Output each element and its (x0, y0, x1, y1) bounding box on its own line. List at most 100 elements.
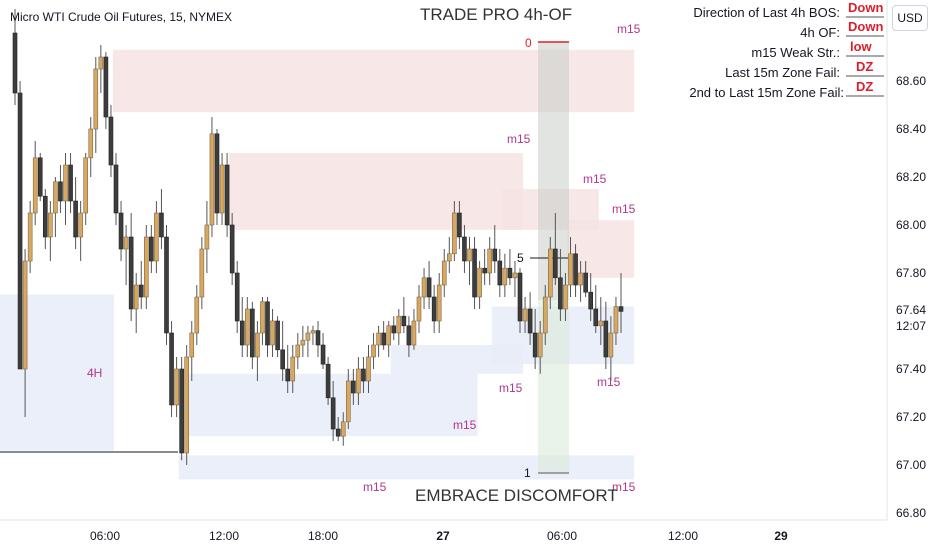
candle-body-47 (250, 308, 255, 358)
candle-90 (467, 237, 472, 285)
candle-76 (396, 309, 402, 345)
candle-body-66 (345, 380, 351, 423)
candle-body-54 (285, 368, 291, 382)
candle-body-55 (290, 356, 296, 382)
candle-15 (88, 117, 94, 177)
candle-108 (558, 249, 563, 321)
candle-0 (12, 9, 18, 105)
candle-100 (517, 268, 523, 333)
price-tick-3: 68.00 (896, 218, 926, 232)
candle-body-35 (189, 332, 195, 358)
candle-body-92 (477, 267, 482, 298)
candle-67 (351, 369, 356, 405)
candle-body-2 (22, 260, 28, 370)
candle-3 (27, 201, 33, 273)
time-axis[interactable]: 06:00 12:00 18:00 27 06:00 12:00 29 (90, 529, 788, 543)
candle-body-112 (578, 272, 583, 286)
candle-body-27 (149, 236, 154, 262)
candle-body-69 (361, 368, 366, 382)
candle-59 (310, 325, 316, 345)
candle-body-70 (366, 356, 371, 382)
candle-18 (103, 52, 109, 129)
candle-97 (502, 253, 508, 297)
candle-body-117 (603, 320, 609, 358)
candle-body-83 (431, 296, 437, 322)
candle-body-41 (219, 164, 225, 214)
candle-116 (598, 297, 604, 345)
candle-body-5 (37, 157, 43, 197)
candle-body-74 (386, 325, 392, 346)
candle-body-29 (159, 212, 164, 238)
symbol-title: Micro WTI Crude Oil Futures, 15, NYMEX (10, 10, 232, 24)
candle-49 (260, 297, 265, 345)
candle-body-100 (517, 272, 523, 322)
candle-11 (68, 153, 73, 213)
price-tick-0: 68.60 (896, 74, 926, 88)
candle-86 (446, 237, 452, 273)
candle-body-76 (396, 315, 402, 334)
candle-body-64 (335, 428, 341, 437)
candle-119 (613, 297, 619, 345)
candle-body-114 (588, 291, 594, 310)
candle-21 (118, 201, 124, 261)
candle-body-85 (441, 260, 447, 286)
candle-66 (345, 369, 351, 429)
candle-body-6 (42, 195, 48, 238)
candle-body-91 (472, 248, 477, 298)
candle-body-23 (128, 236, 134, 310)
candle-body-118 (608, 332, 614, 358)
price-tick-5: 67.40 (896, 362, 926, 376)
projection-lower-box (538, 300, 569, 473)
candle-61 (320, 333, 326, 369)
candle-112 (578, 261, 583, 302)
candle-26 (144, 225, 149, 309)
candle-52 (275, 316, 280, 357)
candle-38 (204, 201, 210, 273)
candle-body-8 (53, 181, 58, 214)
candle-body-53 (280, 349, 285, 370)
candle-7 (48, 201, 53, 261)
candle-body-82 (426, 277, 432, 298)
candle-103 (532, 309, 538, 369)
candle-44 (234, 261, 240, 333)
candle-body-13 (78, 212, 83, 238)
candle-29 (159, 189, 164, 249)
candle-5 (37, 153, 43, 201)
candle-body-71 (371, 344, 376, 358)
candle-80 (416, 285, 422, 333)
candle-57 (300, 325, 306, 357)
candles-layer (12, 9, 624, 465)
info-value-of: Down (848, 19, 883, 34)
candle-75 (391, 316, 397, 341)
zone-label-9: m15 (612, 480, 636, 494)
candle-50 (265, 297, 270, 357)
candle-20 (113, 153, 119, 225)
candle-79 (411, 309, 417, 350)
zone-label-6: m15 (499, 381, 523, 395)
candle-body-49 (260, 301, 265, 334)
candle-45 (239, 297, 245, 357)
candle-88 (457, 201, 462, 249)
info-label-of: 4h OF: (800, 25, 840, 40)
info-label-weak: m15 Weak Str.: (751, 45, 840, 60)
candle-body-51 (270, 320, 275, 346)
candle-71 (371, 333, 376, 369)
info-label-fail2: 2nd to Last 15m Zone Fail: (689, 85, 844, 100)
candle-56 (295, 333, 301, 369)
fib-label-mid: 5 (517, 251, 524, 265)
candle-106 (547, 237, 553, 309)
candle-body-17 (98, 56, 104, 70)
candle-109 (563, 273, 568, 321)
price-axis[interactable]: 68.60 68.40 68.20 68.00 67.80 67.40 67.20 67.00… (896, 74, 926, 520)
candle-17 (98, 45, 104, 93)
info-value-bos: Down (848, 0, 883, 15)
currency-button[interactable]: USD (892, 5, 928, 31)
candle-37 (199, 237, 205, 309)
time-tick-1: 12:00 (209, 529, 239, 543)
candle-body-110 (568, 253, 573, 286)
candle-body-56 (295, 344, 301, 358)
candle-body-93 (482, 267, 487, 274)
current-price-label: 67.64 (896, 303, 926, 317)
candle-body-30 (164, 236, 169, 334)
